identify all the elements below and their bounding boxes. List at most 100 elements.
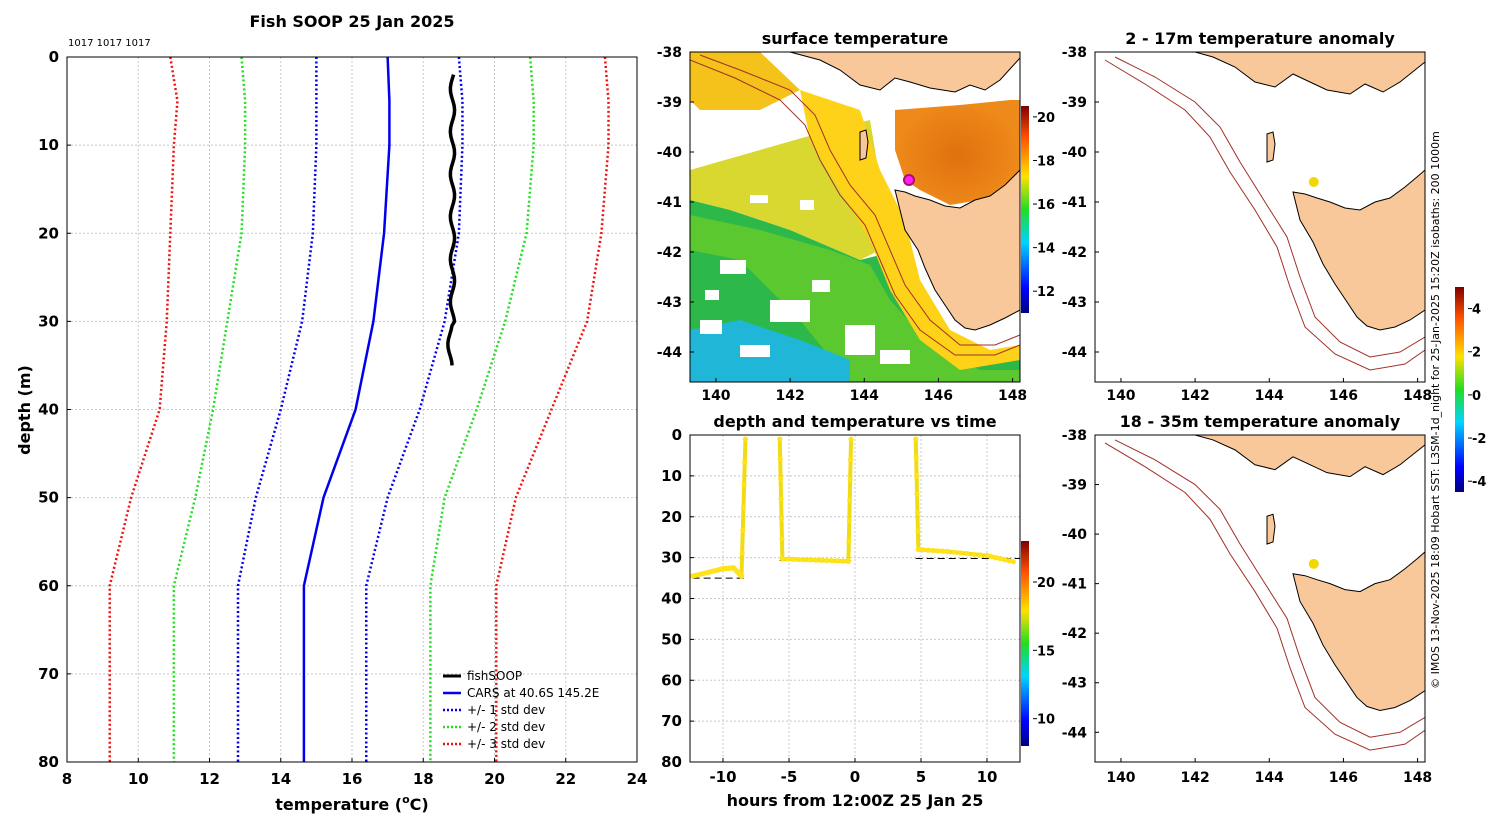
depth-point	[920, 547, 926, 553]
series--3-std-dev-lower-	[108, 56, 179, 762]
depth-point	[984, 552, 990, 559]
tick-label: 0	[49, 48, 59, 66]
anomaly-point	[1308, 177, 1319, 187]
tick-label: -40	[1062, 145, 1088, 161]
legend-label-cars: CARS at 40.6S 145.2E	[467, 686, 599, 700]
sst-king-island	[859, 129, 869, 161]
depth-point	[818, 557, 824, 563]
tick-label: 80	[38, 753, 59, 771]
tick-label: -44	[1062, 345, 1088, 361]
profile-panel: Fish SOOP 25 Jan 2025 1017 1017 1017 8 10…	[15, 12, 647, 814]
tick-label: 40	[38, 401, 59, 419]
depth-point	[846, 538, 852, 544]
tick-label: -42	[1062, 626, 1087, 642]
mainland-land	[1194, 52, 1425, 95]
tick-label: 24	[627, 770, 648, 788]
tick-label: -39	[1062, 478, 1087, 494]
depth-point	[739, 550, 745, 556]
tick-label: 14	[270, 770, 291, 788]
tick-label: 148	[1403, 388, 1432, 404]
tick-label: 60	[38, 577, 59, 595]
map-content	[1095, 52, 1425, 382]
sst-map-title: surface temperature	[762, 29, 949, 48]
series--1-std-dev-lower-	[236, 57, 318, 762]
tick-label: 30	[661, 549, 682, 567]
isobath-200	[1114, 56, 1425, 358]
tick-label: 50	[38, 489, 59, 507]
tick-label: -5	[781, 768, 798, 786]
tick-label: 16	[1037, 198, 1055, 213]
depth-point	[1006, 558, 1012, 564]
tick-label: 146	[924, 388, 953, 404]
depth-point	[1010, 559, 1017, 565]
depth-point	[848, 436, 854, 442]
tick-label: 144	[1255, 770, 1284, 786]
tick-label: 22	[555, 770, 576, 788]
tick-label: 20	[484, 770, 505, 788]
sst-colorbar	[1021, 106, 1029, 313]
depth-point	[944, 548, 951, 555]
tasmania-land	[1292, 169, 1425, 331]
depth-point	[740, 527, 746, 533]
sst-warm-shelf	[800, 90, 1020, 370]
anomaly-top-title: 2 - 17m temperature anomaly	[1125, 29, 1395, 48]
legend-label-fishsoop: fishSOOP	[467, 669, 522, 683]
depth-point	[915, 546, 921, 553]
isobath-1000	[1104, 442, 1425, 751]
profile-title: Fish SOOP 25 Jan 2025	[250, 12, 455, 31]
tick-label: 10	[38, 136, 59, 154]
timeseries-xlabel: hours from 12:00Z 25 Jan 25	[727, 791, 984, 810]
sst-axes-frame	[689, 51, 1021, 383]
sst-mainland-land	[789, 52, 1020, 93]
depth-point	[807, 557, 813, 563]
timeseries-x-ticks: -10 -5 0 5 10	[709, 758, 997, 786]
anomaly-colorbar	[1455, 287, 1464, 492]
anomaly-bottom-map	[1095, 435, 1425, 762]
tick-label: -38	[657, 45, 682, 61]
depth-point	[778, 516, 785, 522]
profile-ylabel: depth (m)	[15, 365, 34, 455]
tick-label: 70	[661, 712, 682, 730]
depth-point	[840, 558, 846, 564]
isobath-200	[1114, 439, 1425, 738]
depth-trace-segment	[692, 439, 748, 579]
tasmania-land	[1292, 551, 1425, 711]
profile-x-ticks: 8 10 12 14 16 18 20 22 24	[62, 758, 648, 788]
anomaly-bottom-y-ticks: -38 -39 -40 -41 -42 -43 -44	[1062, 428, 1099, 741]
tick-label: 8	[62, 770, 72, 788]
anomaly-bottom-axes-frame	[1094, 434, 1426, 763]
sst-north-strip	[690, 52, 800, 110]
depth-point	[958, 550, 964, 556]
anomaly-point	[1308, 558, 1319, 569]
king-island	[1266, 513, 1276, 545]
depth-point	[951, 549, 957, 555]
tick-label: -4	[1472, 475, 1486, 490]
tick-label: 5	[916, 768, 926, 786]
depth-point	[777, 436, 783, 442]
sst-cloud-gaps	[700, 110, 910, 364]
tick-label: 12	[1037, 285, 1055, 300]
tick-label: 142	[1180, 770, 1209, 786]
series--1-std-dev-upper-	[365, 56, 464, 762]
king-island	[1266, 131, 1276, 163]
profile-xlabel-unit: C)	[410, 795, 429, 814]
depth-point	[785, 556, 791, 562]
profile-xlabel-degree: o	[402, 793, 410, 806]
depth-point	[790, 556, 797, 562]
tick-label: -2	[1472, 432, 1486, 447]
depth-point	[913, 454, 919, 461]
sst-isobath-1000	[690, 59, 1020, 356]
anomaly-top-panel: 2 - 17m temperature anomaly 140 142 144 146…	[1062, 29, 1432, 404]
tick-label: 20	[38, 224, 59, 242]
depth-trace-segment	[913, 439, 1014, 564]
timeseries-gridlines	[690, 434, 1020, 763]
sst-x-ticks: 140 142 144 146 148	[701, 378, 1027, 404]
depth-point	[930, 547, 936, 554]
timeseries-y-ticks: 0 10 20 30 40 50 60 70 80	[661, 426, 694, 771]
tick-label: -43	[1062, 295, 1087, 311]
depth-point	[848, 456, 854, 463]
tick-label: 12	[199, 770, 220, 788]
tick-label: -44	[1062, 725, 1088, 741]
depth-point	[939, 548, 946, 554]
depth-point	[801, 557, 808, 563]
